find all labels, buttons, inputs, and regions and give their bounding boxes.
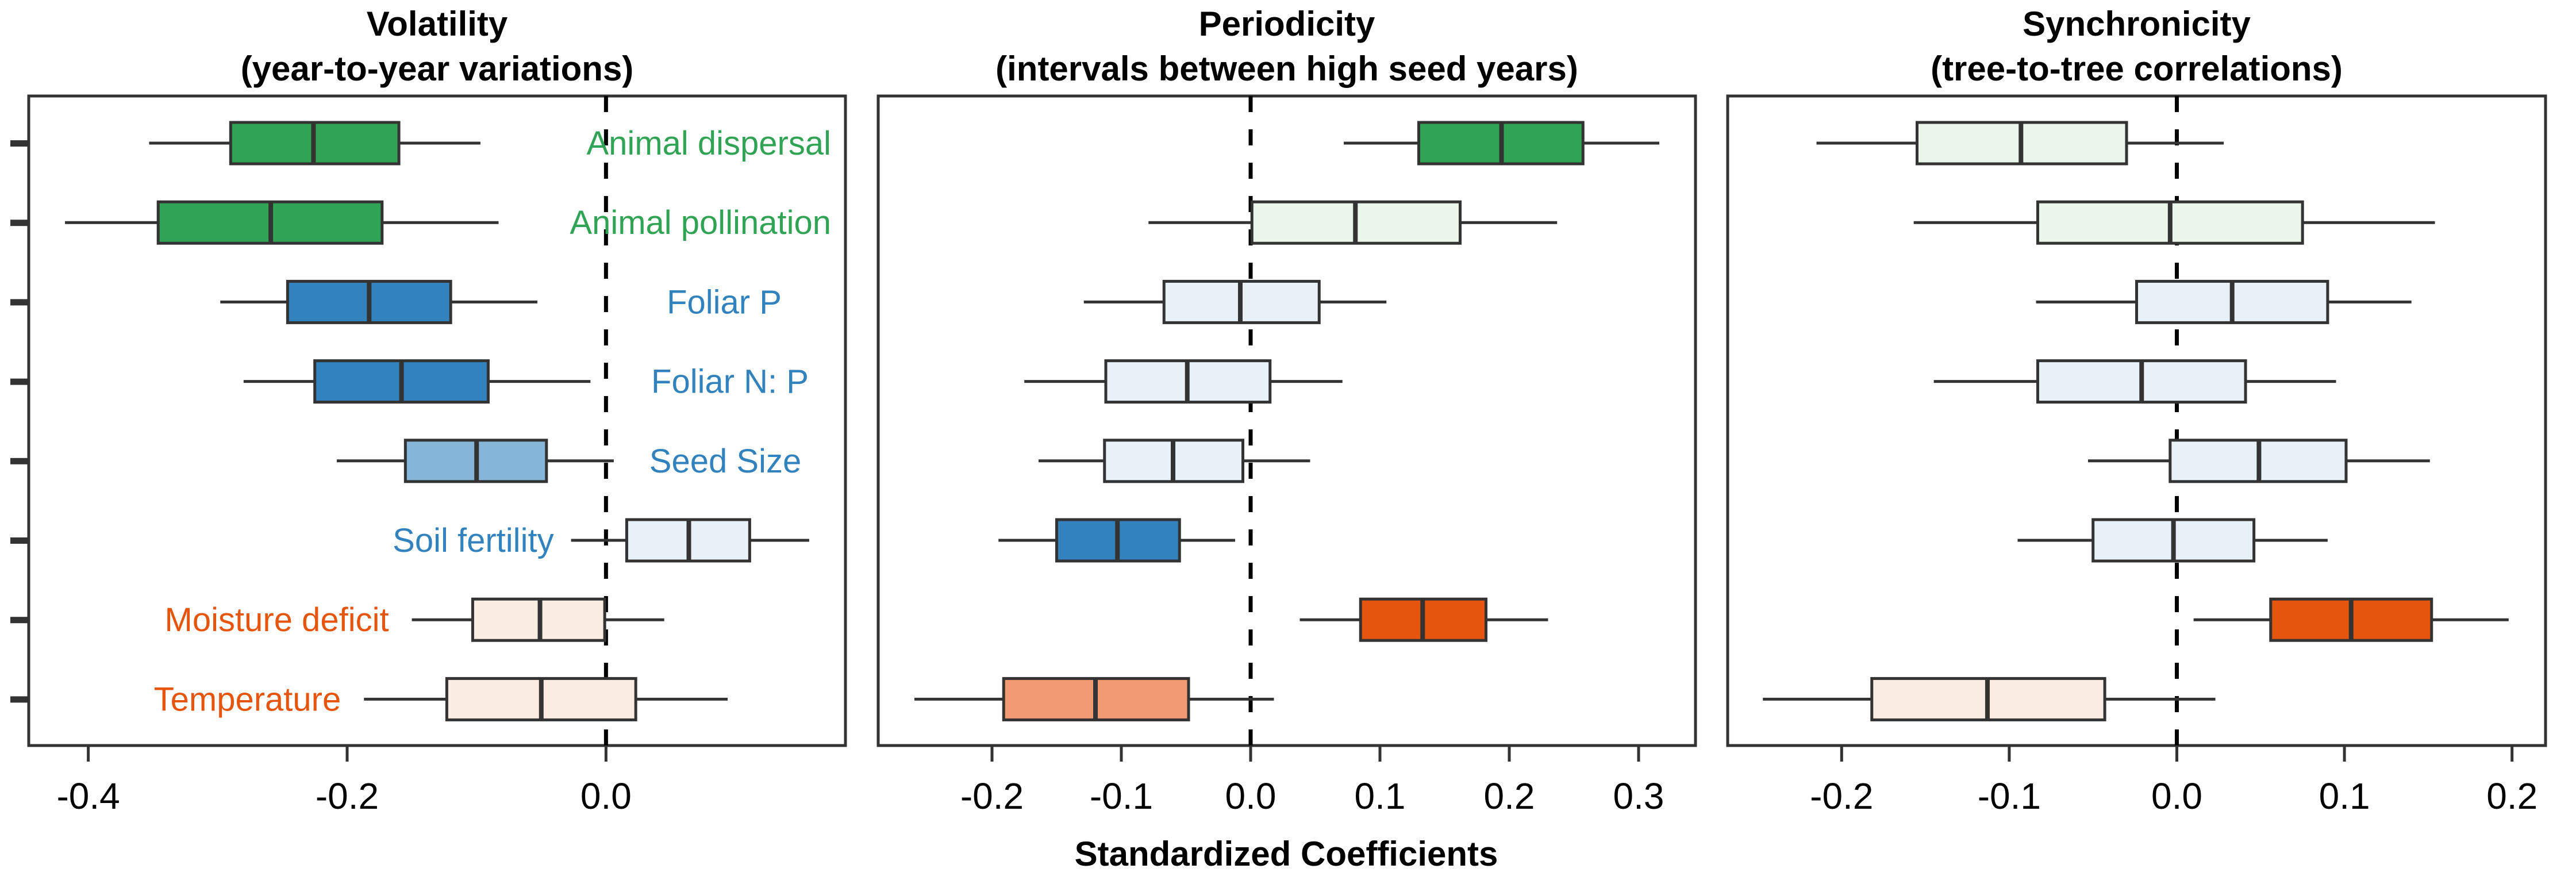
box-foliar-n-p bbox=[1933, 359, 2336, 404]
x-tick-label: -0.2 bbox=[960, 775, 1024, 817]
y-tick bbox=[10, 378, 29, 385]
box-moisture-deficit bbox=[2193, 597, 2509, 642]
category-label: Animal pollination bbox=[570, 204, 831, 241]
panel-title: Synchronicity bbox=[2023, 5, 2251, 43]
y-tick bbox=[10, 537, 29, 544]
box-soil-fertility bbox=[998, 518, 1235, 563]
box-foliar-p bbox=[1083, 279, 1387, 324]
box-foliar-p bbox=[220, 279, 538, 324]
category-label: Moisture deficit bbox=[165, 601, 389, 639]
panel-title: Volatility bbox=[367, 5, 508, 43]
panel-volatility: Volatility (year-to-year variations) -0.4 -… bbox=[10, 5, 847, 817]
box-foliar-n-p bbox=[1024, 359, 1343, 404]
box-temperature bbox=[1763, 677, 2216, 721]
box-animal-pollination bbox=[65, 200, 499, 245]
box-soil-fertility bbox=[571, 518, 809, 563]
y-tick bbox=[10, 140, 29, 147]
box-animal-pollination bbox=[1148, 200, 1558, 245]
y-tick bbox=[10, 617, 29, 624]
plot-frame bbox=[27, 94, 847, 747]
x-tick-label: 0.0 bbox=[1225, 775, 1277, 817]
box-animal-pollination bbox=[1913, 200, 2435, 245]
x-tick-label: 0.1 bbox=[1355, 775, 1406, 817]
box-animal-dispersal bbox=[149, 121, 480, 166]
x-tick-label: 0.2 bbox=[2486, 775, 2537, 817]
box-temperature bbox=[914, 677, 1274, 721]
x-axis-label: Standardized Coefficients bbox=[1075, 835, 1498, 873]
box-seed-size bbox=[336, 439, 614, 483]
category-label: Temperature bbox=[154, 681, 341, 718]
plot-frame bbox=[876, 94, 1697, 747]
box-animal-dispersal bbox=[1344, 121, 1659, 166]
panel-synchronicity: Synchronicity (tree-to-tree correlations)… bbox=[1726, 5, 2547, 817]
y-tick bbox=[10, 220, 29, 226]
box-temperature bbox=[364, 677, 728, 721]
x-tick-label: 0.0 bbox=[2151, 775, 2202, 817]
box-foliar-n-p bbox=[243, 359, 591, 404]
x-tick-label: -0.2 bbox=[316, 775, 379, 817]
panel-periodicity: Periodicity (intervals between high seed … bbox=[876, 5, 1697, 817]
x-tick-label: -0.2 bbox=[1810, 775, 1873, 817]
box-seed-size bbox=[1039, 439, 1310, 483]
x-tick-label: -0.1 bbox=[1090, 775, 1153, 817]
box-soil-fertility bbox=[2017, 518, 2328, 563]
panel-subtitle: (year-to-year variations) bbox=[241, 49, 634, 88]
x-tick-label: -0.4 bbox=[56, 775, 120, 817]
category-label: Foliar N: P bbox=[651, 363, 809, 401]
y-tick bbox=[10, 458, 29, 464]
box-moisture-deficit bbox=[412, 597, 664, 642]
box-foliar-p bbox=[2036, 279, 2412, 324]
panel-title: Periodicity bbox=[1199, 5, 1375, 43]
category-label: Foliar P bbox=[667, 283, 782, 321]
category-label: Soil fertility bbox=[393, 522, 553, 559]
panel-subtitle: (intervals between high seed years) bbox=[995, 49, 1578, 88]
y-tick bbox=[10, 696, 29, 703]
box-animal-dispersal bbox=[1816, 121, 2224, 166]
plot-frame bbox=[1726, 94, 2547, 747]
x-tick-label: 0.2 bbox=[1484, 775, 1535, 817]
box-moisture-deficit bbox=[1299, 597, 1548, 642]
x-tick-label: 0.3 bbox=[1613, 775, 1664, 817]
category-label: Animal dispersal bbox=[586, 125, 831, 162]
y-tick bbox=[10, 299, 29, 306]
x-tick-label: 0.0 bbox=[580, 775, 632, 817]
category-label: Seed Size bbox=[649, 443, 801, 480]
panel-subtitle: (tree-to-tree correlations) bbox=[1931, 49, 2343, 88]
x-tick-label: -0.1 bbox=[1978, 775, 2041, 817]
box-seed-size bbox=[2087, 439, 2430, 483]
x-tick-label: 0.1 bbox=[2319, 775, 2370, 817]
